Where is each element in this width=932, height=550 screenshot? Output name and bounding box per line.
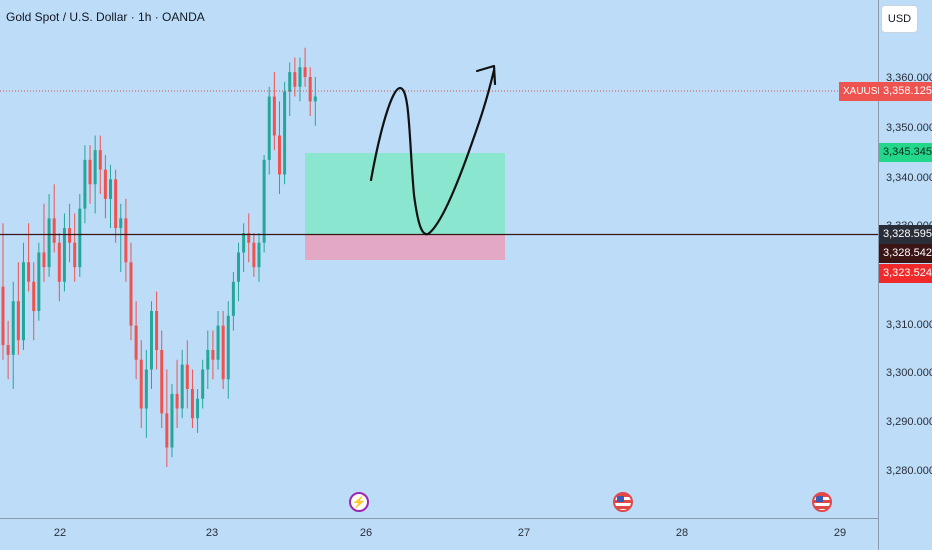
candle [124, 218, 128, 263]
candle [226, 315, 230, 380]
candles-group [1, 47, 317, 467]
candle [206, 350, 210, 370]
candle [73, 242, 77, 268]
time-tick: 27 [517, 527, 531, 539]
crosshair-price-tag: 3,328.542 [879, 244, 932, 263]
currency-button[interactable]: USD [881, 5, 918, 33]
candle [1, 286, 5, 346]
candle [185, 364, 189, 389]
candle [42, 252, 46, 268]
candle [221, 325, 225, 380]
candle [175, 393, 179, 409]
us-flag-icon[interactable] [613, 492, 633, 512]
time-tick: 23 [205, 527, 219, 539]
candle [47, 218, 51, 268]
candle [277, 135, 281, 175]
current-price-tag: 3,358.125 [879, 82, 932, 101]
candle [237, 252, 241, 282]
candle [288, 72, 292, 92]
candle [52, 218, 56, 243]
price-tick: 3,340.000 [886, 172, 932, 184]
candle [165, 413, 169, 448]
symbol-tag: XAUUSD [839, 82, 889, 101]
price-tick: 3,350.000 [886, 122, 932, 134]
candle [313, 96, 317, 102]
candle [180, 364, 184, 409]
symbol-title[interactable]: Gold Spot / U.S. Dollar · 1h · OANDA [6, 10, 205, 24]
arrow-head-icon [475, 64, 497, 86]
candle [27, 262, 31, 282]
candle [149, 311, 153, 370]
candle [257, 242, 261, 268]
candle [57, 242, 61, 282]
us-flag-icon[interactable] [812, 492, 832, 512]
candle [216, 325, 220, 360]
price-tick: 3,290.000 [886, 416, 932, 428]
candle [21, 262, 25, 341]
price-tick: 3,310.000 [886, 319, 932, 331]
candle [190, 389, 194, 419]
price-tick: 3,280.000 [886, 465, 932, 477]
target-price-tag: 3,345.345 [879, 143, 932, 162]
candle [134, 325, 138, 360]
candle [196, 398, 200, 419]
candle [211, 350, 215, 360]
candle [298, 67, 302, 87]
candle [93, 150, 97, 185]
candle [144, 369, 148, 409]
candle [88, 159, 92, 185]
candle [303, 67, 307, 77]
candle [247, 233, 251, 243]
candle [308, 77, 312, 102]
candle [262, 159, 266, 243]
candle [139, 359, 143, 409]
flash-icon[interactable]: ⚡ [349, 492, 369, 512]
candle [293, 72, 297, 87]
candle [272, 96, 276, 136]
candle [231, 281, 235, 316]
candle [109, 179, 113, 199]
candle [252, 242, 256, 268]
price-tick: 3,360.000 [886, 72, 932, 84]
candle [11, 301, 15, 355]
candle [114, 179, 118, 229]
candle [201, 369, 205, 399]
target-zone[interactable] [305, 153, 505, 235]
candle [103, 169, 107, 199]
price-tick: 3,300.000 [886, 367, 932, 379]
candle [242, 233, 246, 253]
candle [98, 150, 102, 170]
candle [119, 218, 123, 229]
candle [6, 345, 10, 355]
candle [78, 208, 82, 268]
candle [155, 311, 159, 350]
candle [68, 228, 72, 243]
candle [170, 393, 174, 448]
time-tick: 28 [675, 527, 689, 539]
stop-price-tag: 3,323.524 [879, 264, 932, 283]
candle [83, 159, 87, 209]
time-tick: 26 [359, 527, 373, 539]
candle [37, 252, 41, 311]
candle [283, 91, 287, 175]
stop-zone[interactable] [305, 235, 505, 260]
candle [16, 301, 20, 341]
candle [62, 228, 66, 282]
candle [160, 350, 164, 414]
candle [32, 281, 36, 311]
entry-price-tag: 3,328.595 [879, 225, 932, 244]
time-tick: 29 [833, 527, 847, 539]
time-tick: 22 [53, 527, 67, 539]
candle [267, 96, 271, 160]
candle [129, 262, 133, 326]
projection-arrow [369, 68, 496, 236]
